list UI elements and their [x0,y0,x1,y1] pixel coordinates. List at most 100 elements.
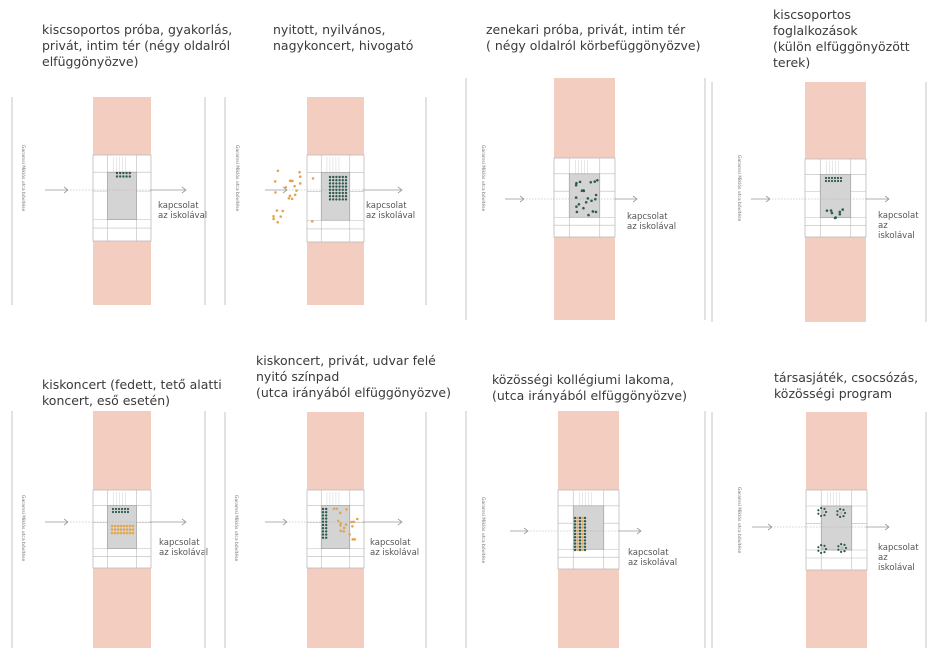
diner-dot [581,520,584,523]
visitor-dot [284,185,288,189]
visitor-dot [295,189,298,192]
musician-dot [126,507,130,511]
diner-dot [578,545,582,548]
panel-6-link-label: kapcsolat az iskolával [370,538,420,558]
audience-dot [338,185,341,188]
player-dot [817,546,820,549]
visitor-dot [310,220,314,223]
player-dot [817,512,820,515]
audience-dot [339,524,342,527]
panel-3-title: zenekari próba, privát, intim tér ( négy… [486,22,701,53]
musician-dot [589,180,593,184]
player-dot [839,508,842,511]
audience-dot [328,179,332,182]
musician-dot [827,179,831,183]
arrow-left-head [765,195,771,203]
musician-dot [593,180,597,183]
arrow-right-head [884,195,890,203]
panel-2-title: nyitott, nyilvános, nagykoncert, hivogat… [273,22,414,53]
diner-dot [576,542,579,545]
musician-dot [596,178,599,182]
panel-5-link-label: kapcsolat az iskolával [159,538,209,558]
audience-dot [110,528,114,531]
audience-dot [131,531,135,535]
panel-3-drawing [465,78,706,320]
player-dot [820,507,823,510]
game-table [839,511,843,515]
panel-8-drawing [711,412,927,648]
audience-dot [128,524,132,528]
diner-dot [578,532,582,536]
audience-dot [338,188,341,191]
audience-dot [116,531,120,535]
audience-dot [119,524,123,528]
diner-dot [578,516,582,520]
audience-dot [342,530,346,533]
diner-dot [576,523,579,526]
musician-dot [111,507,115,511]
musician-dot [836,176,840,180]
diner-dot [578,526,582,529]
musician-dot [591,210,595,213]
audience-dot [113,524,117,528]
visitor-dot [275,209,279,212]
audience-dot [122,528,126,531]
musician-dot [830,176,834,180]
diner-dot [576,545,579,548]
arrow-left-head [63,518,69,526]
musician-dot [122,175,125,178]
visitor-dot [290,197,294,201]
musician-dot [115,175,119,178]
musician-dot [594,193,598,197]
audience-dot [332,179,335,182]
audience-dot [328,191,332,195]
musician-dot [574,183,578,187]
player-dot [824,547,828,551]
diner-dot [581,526,584,529]
diner-dot [583,539,587,542]
panel-4-link-label: kapcsolat az iskolával [878,211,919,241]
visitor-dot [311,177,315,180]
arrow-right-head [884,523,890,531]
player-dot [817,549,820,552]
musician-dot [824,176,828,180]
musician-dot [839,176,843,180]
musician-dot [321,527,325,530]
panel-8-link-label: kapcsolat az iskolával [878,543,919,573]
panel-4-title: kiscsoportos foglalkozások (külön elfügg… [773,7,910,70]
arrow-right-head [181,186,187,194]
panel-1-link-label: kapcsolat az iskolával [158,201,208,221]
building-south [307,242,364,305]
musician-dot [575,181,578,185]
audience-dot [328,182,332,185]
musician-dot [321,517,325,520]
audience-dot [344,195,348,198]
diner-dot [573,545,577,548]
diner-dot [573,532,577,536]
audience-dot [119,531,123,535]
musician-dot [122,171,125,175]
musician-dot [115,171,119,175]
audience-dot [341,195,344,198]
musician-dot [123,507,127,511]
panel-1-drawing [11,97,206,305]
musician-dot [325,517,328,520]
audience-dot [332,182,335,185]
audience-dot [344,198,348,201]
musician-dot [833,179,837,183]
audience-dot [332,191,335,195]
diner-dot [581,532,584,536]
audience-dot [125,528,129,531]
diner-dot [576,516,579,520]
audience-dot [113,528,117,531]
diner-dot [583,516,587,520]
diner-dot [576,526,579,529]
musician-dot [841,208,844,211]
diner-dot [581,545,584,548]
musician-dot [128,175,131,178]
building-south [558,569,619,648]
player-dot [820,551,823,554]
player-dot [836,513,839,516]
audience-dot [332,188,335,191]
audience-dot [353,538,356,541]
